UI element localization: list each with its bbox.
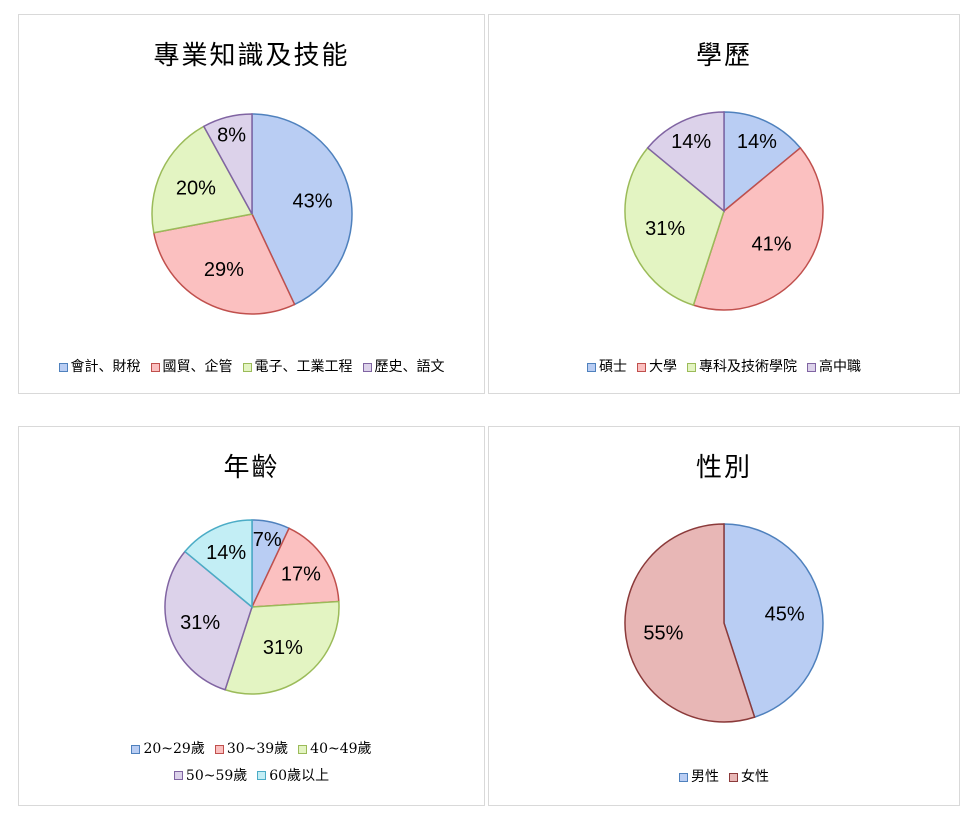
pie-slice [723, 111, 802, 213]
legend-swatch [257, 771, 267, 780]
slice-percent-label: 31% [645, 218, 685, 240]
legend-swatch [687, 362, 696, 372]
chart-legend: 20~29歲 30~39歲 40~49歲 50~59歲 60歲以上 [19, 736, 484, 789]
pie-slice [624, 523, 756, 723]
legend-label: 50~59歲 [185, 767, 248, 784]
chart-panel-age: 年齡 7% 17% 31% 31% 14% 20~29歲 30~39歲 40~49歲 50~5… [18, 426, 485, 806]
legend-item: 女性 [729, 764, 769, 790]
chart-panel-expertise: 專業知識及技能 43% 29% 20% 8% 會計、財稅 國貿、企管 電子、工業工程 歷史、… [18, 14, 485, 394]
legend-item: 會計、財稅 [58, 354, 141, 380]
chart-title: 學歷 [695, 41, 752, 71]
pie-slice [692, 146, 824, 311]
legend-swatch [131, 744, 141, 754]
legend-label: 20~29歲 [143, 741, 205, 757]
pie-slice [250, 527, 340, 608]
chart-title: 性別 [695, 453, 752, 483]
pie-slice [224, 600, 340, 695]
chart-panel-gender: 性別 45% 55% 男性 女性 [488, 426, 960, 806]
legend-item: 大學 [637, 354, 677, 380]
pie-slice [152, 213, 296, 315]
pie-slice [164, 550, 253, 691]
chart-legend: 碩士 大學 專科及技術學院 高中職 [489, 354, 959, 381]
slice-percent-label: 14% [206, 542, 246, 564]
legend-label: 會計、財稅 [70, 359, 141, 375]
legend-swatch [58, 362, 68, 372]
slice-percent-label: 17% [281, 564, 321, 586]
legend-label: 男性 [691, 769, 719, 785]
legend-label: 60歲以上 [269, 767, 330, 784]
legend-item: 30~39歲 [214, 736, 289, 762]
legend-swatch [729, 772, 738, 782]
legend-item: 60歲以上 [257, 763, 329, 789]
legend-item: 歷史、語文 [362, 354, 445, 380]
pie-slice [183, 519, 253, 609]
pie-chart: 7% 17% 31% 31% 14% [164, 519, 340, 695]
legend-label: 40~49歲 [310, 741, 372, 757]
slice-percent-label: 31% [263, 637, 303, 659]
legend-item: 20~29歲 [131, 736, 205, 762]
legend-item: 國貿、企管 [150, 354, 233, 380]
pie-chart: 43% 29% 20% 8% [151, 113, 353, 315]
chart-title: 專業知識及技能 [153, 41, 350, 71]
legend-swatch [214, 744, 224, 754]
legend-label: 碩士 [599, 359, 627, 375]
slice-percent-label: 7% [253, 529, 282, 551]
legend-swatch [242, 362, 252, 372]
legend-label: 30~39歲 [226, 741, 289, 757]
legend-swatch [587, 362, 596, 372]
slice-percent-label: 43% [292, 191, 332, 213]
legend-label: 歷史、語文 [374, 359, 445, 375]
legend-label: 大學 [649, 359, 677, 375]
legend-item: 碩士 [587, 354, 627, 380]
legend-swatch [637, 362, 646, 372]
legend-item: 專科及技術學院 [687, 354, 797, 380]
slice-percent-label: 29% [204, 259, 244, 281]
legend-swatch [173, 771, 183, 780]
chart-legend: 會計、財稅 國貿、企管 電子、工業工程 歷史、語文 [19, 354, 484, 381]
legend-label: 女性 [741, 769, 769, 785]
slice-percent-label: 14% [671, 131, 711, 153]
legend-swatch [298, 744, 308, 754]
legend-item: 男性 [679, 764, 719, 790]
chart-title: 年齡 [223, 453, 280, 483]
legend-label: 高中職 [819, 359, 861, 375]
chart-legend: 男性 女性 [489, 764, 959, 791]
slice-percent-label: 8% [217, 125, 246, 147]
pie-slice [251, 113, 353, 306]
legend-item: 電子、工業工程 [242, 354, 353, 380]
legend-label: 專科及技術學院 [699, 359, 797, 375]
slice-percent-label: 45% [765, 603, 805, 625]
pie-slice [202, 113, 253, 215]
slice-percent-label: 31% [180, 612, 220, 634]
legend-label: 電子、工業工程 [254, 359, 353, 375]
pie-chart: 14% 41% 31% 14% [624, 111, 824, 311]
legend-item: 高中職 [807, 354, 861, 380]
pie-slice [151, 125, 254, 234]
slice-percent-label: 55% [643, 623, 683, 645]
slice-percent-label: 41% [751, 233, 791, 255]
pie-chart: 45% 55% [624, 523, 824, 723]
pie-slice [723, 523, 824, 719]
slice-percent-label: 20% [176, 178, 216, 200]
legend-swatch [150, 362, 160, 372]
slice-percent-label: 14% [737, 131, 777, 153]
legend-item: 50~59歲 [173, 763, 248, 789]
legend-swatch [679, 772, 688, 782]
legend-label: 國貿、企管 [162, 359, 233, 375]
chart-panel-education: 學歷 14% 41% 31% 14% 碩士 大學 專科及技術學院 高中職 [488, 14, 960, 394]
pie-slice [646, 111, 725, 213]
legend-swatch [362, 362, 372, 372]
legend-swatch [807, 362, 816, 372]
pie-slice [624, 146, 725, 307]
legend-item: 40~49歲 [298, 736, 372, 762]
